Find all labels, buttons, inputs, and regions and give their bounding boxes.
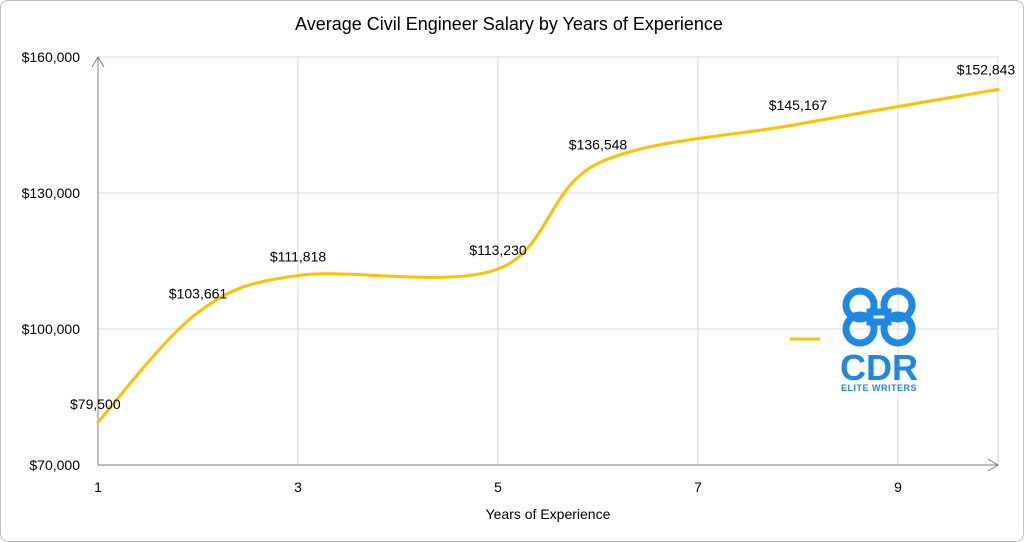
tick-labels: $70,000 $100,000 $130,000 $160,000 1 3 5 7 9 (22, 49, 903, 495)
data-label: $145,167 (769, 97, 828, 113)
x-tick-label: 3 (294, 479, 302, 495)
axes (91, 56, 999, 472)
chart-title: Average Civil Engineer Salary by Years o… (295, 14, 723, 34)
series (96, 87, 1000, 424)
data-point (796, 122, 800, 126)
data-label: $152,843 (957, 61, 1016, 77)
data-label: $113,230 (469, 242, 527, 258)
logo-subtext: ELITE WRITERS (841, 383, 917, 393)
x-axis-arrow-icon (987, 458, 999, 472)
data-point (996, 87, 1000, 91)
data-point (96, 420, 100, 424)
x-tick-label: 1 (94, 479, 102, 495)
x-tick-label: 9 (894, 479, 902, 495)
data-label: $136,548 (569, 136, 628, 152)
y-tick-label: $70,000 (29, 457, 80, 473)
data-point (296, 273, 300, 277)
data-label: $79,500 (70, 396, 121, 412)
y-tick-label: $130,000 (22, 185, 81, 201)
logo-wordmark: CDR (840, 347, 918, 388)
gridlines (98, 56, 999, 465)
cdr-logo: CDR ELITE WRITERS (840, 287, 918, 393)
x-axis-title: Years of Experience (486, 506, 611, 522)
data-label: $103,661 (169, 285, 228, 301)
data-labels: $79,500 $103,661 $111,818 $113,230 $136,548 $… (70, 61, 1015, 411)
data-point (496, 267, 500, 271)
y-tick-label: $100,000 (22, 321, 81, 337)
data-point (596, 161, 600, 165)
data-label: $111,818 (270, 248, 327, 264)
data-point (196, 310, 200, 314)
y-axis-arrow-icon (91, 56, 105, 68)
x-tick-label: 7 (694, 479, 702, 495)
y-tick-label: $160,000 (22, 49, 81, 65)
x-tick-label: 5 (494, 479, 502, 495)
logo-mark-icon (842, 287, 916, 347)
